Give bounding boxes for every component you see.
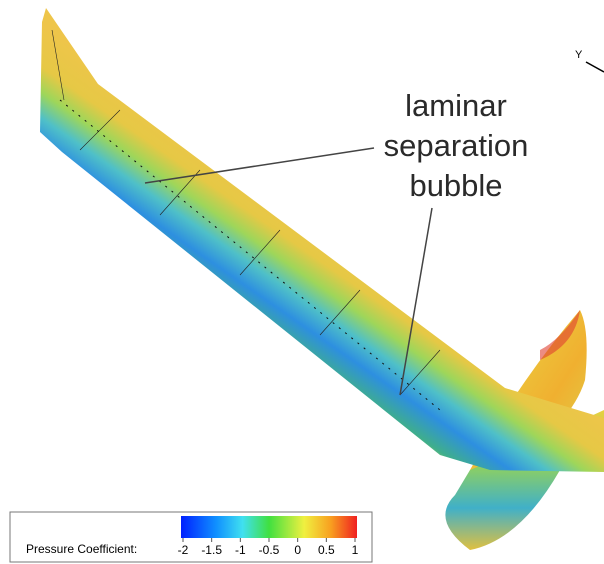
colorbar-tick-label: -1.5 bbox=[201, 543, 222, 557]
colorbar-label: Pressure Coefficient: bbox=[26, 542, 137, 556]
hotspot bbox=[540, 310, 580, 360]
colorbar-gradient bbox=[181, 516, 357, 538]
colorbar-tick-label: -1 bbox=[235, 543, 246, 557]
streamlines bbox=[51, 29, 441, 396]
wing bbox=[40, 8, 604, 472]
annotation-line: bubble bbox=[409, 168, 502, 203]
axis-label: Y bbox=[575, 49, 583, 61]
colorbar-tick-label: 1 bbox=[352, 543, 359, 557]
bubble-line bbox=[59, 99, 441, 411]
colorbar-tick-label: 0.5 bbox=[318, 543, 335, 557]
colorbar: Pressure Coefficient: -2 -1.5 -1 -0.5 0 0.5 1 bbox=[9, 511, 373, 563]
pointer bbox=[144, 147, 375, 184]
axis-line bbox=[585, 61, 604, 73]
pointer bbox=[399, 207, 433, 396]
annotation-line: laminar bbox=[405, 88, 507, 123]
aircraft bbox=[40, 8, 604, 550]
annotation: laminar separation bubble bbox=[144, 88, 529, 396]
colorbar-tick-label: 0 bbox=[294, 543, 301, 557]
colorbar-tick-label: -0.5 bbox=[259, 543, 280, 557]
colorbar-tick-label: -2 bbox=[178, 543, 189, 557]
annotation-line: separation bbox=[384, 128, 529, 163]
